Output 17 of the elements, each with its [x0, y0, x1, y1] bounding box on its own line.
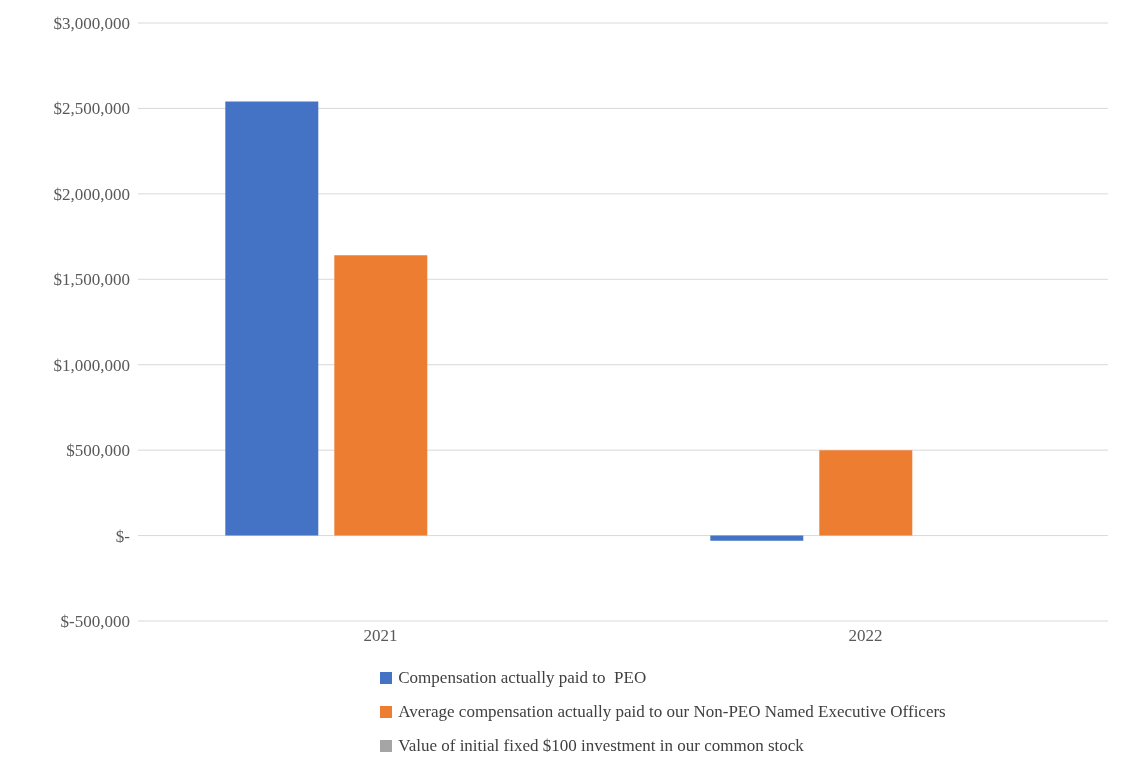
legend-label: Average compensation actually paid to our Non-PEO Named Executive Officers: [398, 701, 946, 723]
bar: [225, 101, 319, 536]
y-tick-label: $1,500,000: [53, 270, 130, 290]
x-tick-label: 2022: [848, 626, 883, 646]
y-tick-label: $3,000,000: [53, 14, 130, 34]
y-tick-label: $2,000,000: [53, 184, 130, 204]
x-tick-label: 2021: [363, 626, 398, 646]
bar: [710, 535, 804, 541]
y-tick-label: $1,000,000: [53, 355, 130, 375]
legend-label: Value of initial fixed $100 investment in our common stock: [398, 735, 804, 757]
bar: [334, 255, 428, 536]
y-tick-label: $-500,000: [60, 612, 130, 632]
bar: [819, 450, 913, 536]
y-tick-label: $500,000: [66, 441, 130, 461]
legend-label: Compensation actually paid to PEO: [398, 667, 647, 689]
y-tick-label: $-: [115, 526, 131, 546]
y-tick-label: $2,500,000: [53, 99, 130, 119]
